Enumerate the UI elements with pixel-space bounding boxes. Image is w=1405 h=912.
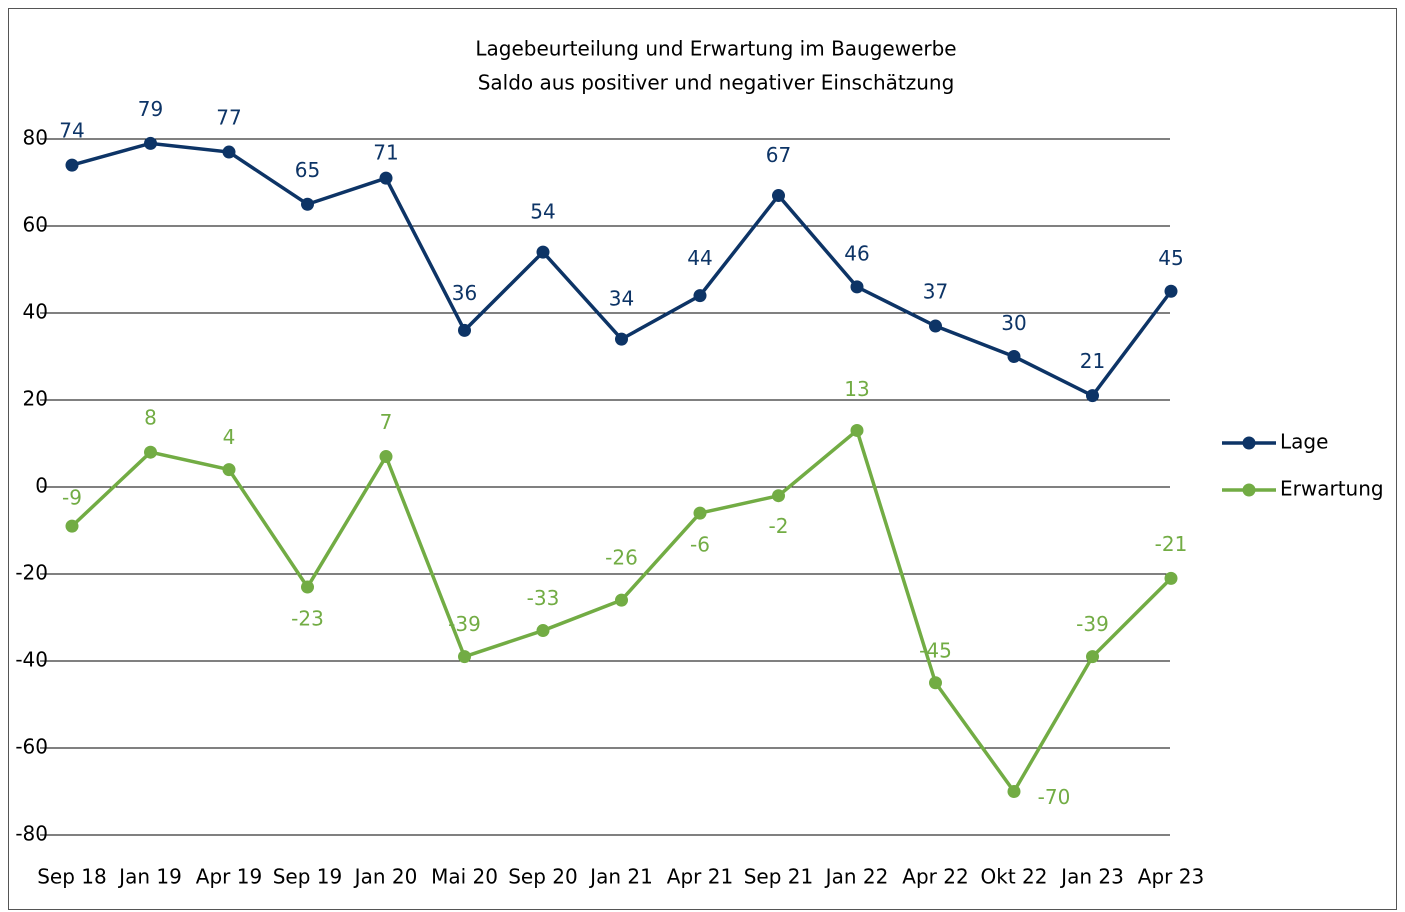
data-label: 8 — [144, 406, 157, 430]
data-label: -26 — [605, 546, 638, 570]
data-point — [222, 463, 236, 477]
data-point — [693, 289, 707, 303]
data-point — [379, 450, 393, 464]
y-tick-label: -40 — [15, 648, 48, 672]
chart-title: Lagebeurteilung und Erwartung im Baugewe… — [475, 37, 956, 61]
x-tick-label: Sep 21 — [744, 865, 814, 889]
data-label: 4 — [223, 425, 236, 449]
data-point — [458, 323, 471, 337]
data-label: -23 — [291, 607, 324, 631]
chart-subtitle: Saldo aus positiver und negativer Einsch… — [478, 71, 955, 95]
data-label: 30 — [1001, 311, 1026, 335]
x-tick-label: Mai 20 — [431, 865, 498, 889]
y-tick-label: 60 — [23, 213, 48, 237]
x-tick-label: Jan 21 — [588, 865, 653, 889]
x-tick-label: Okt 22 — [981, 865, 1048, 889]
data-point — [1164, 284, 1178, 298]
data-label: 74 — [59, 119, 84, 143]
legend-marker — [1242, 436, 1256, 450]
data-label: -33 — [527, 586, 560, 610]
chart-frame — [8, 8, 1397, 910]
data-label: 34 — [609, 287, 634, 311]
data-point — [144, 445, 157, 459]
data-point — [772, 189, 785, 203]
data-point — [458, 650, 471, 664]
x-tick-label: Jan 23 — [1059, 865, 1124, 889]
data-point — [1086, 389, 1099, 403]
data-point — [1007, 350, 1021, 363]
data-point — [693, 506, 707, 520]
data-label: 54 — [530, 200, 555, 224]
legend-label: Lage — [1280, 430, 1328, 454]
data-point — [615, 332, 628, 346]
data-point — [65, 158, 79, 172]
data-label: -21 — [1155, 532, 1188, 556]
data-label: -9 — [62, 486, 82, 510]
data-point — [536, 245, 550, 259]
x-tick-label: Jan 19 — [117, 865, 182, 889]
data-point — [1164, 571, 1178, 585]
y-tick-label: -60 — [15, 735, 48, 759]
data-label: 45 — [1158, 246, 1183, 270]
x-tick-label: Apr 21 — [667, 865, 733, 889]
data-point — [301, 197, 314, 211]
data-point — [301, 580, 314, 594]
y-tick-label: 40 — [23, 300, 48, 324]
x-tick-label: Jan 22 — [824, 865, 889, 889]
data-label: 77 — [216, 106, 241, 130]
data-label: 36 — [452, 281, 477, 305]
data-point — [615, 593, 628, 607]
data-point — [65, 519, 79, 533]
data-label: 21 — [1080, 349, 1105, 373]
data-point — [536, 624, 550, 638]
data-point — [379, 171, 393, 185]
data-label: 13 — [844, 377, 869, 401]
data-label: 7 — [380, 410, 393, 434]
data-label: -70 — [1038, 785, 1071, 809]
x-tick-label: Apr 22 — [902, 865, 968, 889]
x-tick-label: Apr 19 — [196, 865, 262, 889]
x-tick-label: Apr 23 — [1138, 865, 1204, 889]
y-tick-label: 80 — [23, 126, 48, 150]
y-tick-label: 20 — [23, 387, 48, 411]
data-point — [1086, 650, 1099, 664]
data-point — [929, 319, 942, 333]
y-tick-label: -20 — [15, 561, 48, 585]
data-label: -6 — [690, 533, 710, 557]
y-tick-label: 0 — [35, 474, 48, 498]
x-tick-label: Sep 18 — [37, 865, 107, 889]
data-point — [772, 489, 785, 503]
y-tick-label: -80 — [15, 822, 48, 846]
data-point — [929, 676, 942, 690]
legend-label: Erwartung — [1280, 477, 1384, 501]
data-label: 67 — [766, 143, 791, 167]
data-label: -39 — [448, 612, 481, 636]
data-label: -45 — [919, 638, 952, 662]
data-point — [850, 423, 864, 437]
data-label: 46 — [844, 241, 869, 265]
data-label: 65 — [295, 158, 320, 182]
x-tick-label: Sep 19 — [273, 865, 343, 889]
x-tick-label: Sep 20 — [508, 865, 578, 889]
legend-marker — [1242, 483, 1256, 497]
data-label: 37 — [923, 280, 948, 304]
data-point — [144, 136, 157, 150]
data-label: -39 — [1076, 612, 1109, 636]
data-label: -2 — [769, 514, 789, 538]
data-label: 44 — [687, 246, 712, 270]
data-point — [222, 145, 236, 159]
x-tick-label: Jan 20 — [353, 865, 418, 889]
data-label: 79 — [138, 97, 163, 121]
data-point — [850, 280, 864, 294]
data-point — [1007, 785, 1021, 798]
data-label: 71 — [373, 141, 398, 165]
